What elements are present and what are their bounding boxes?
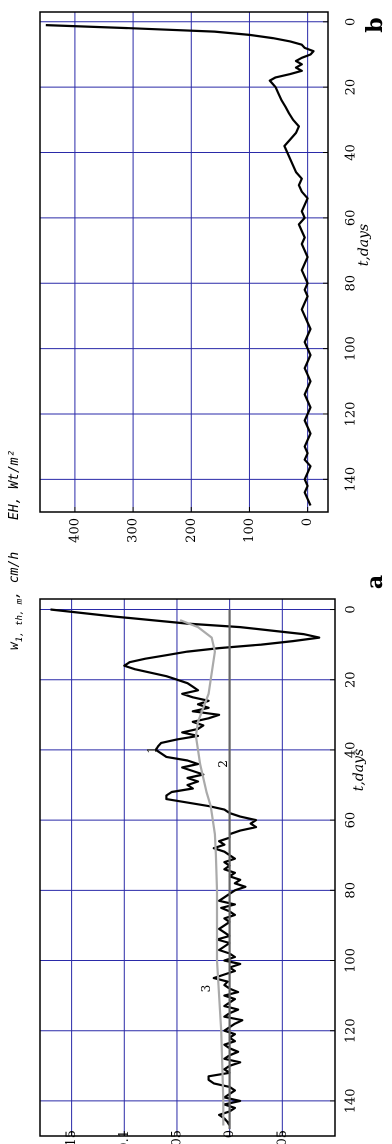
panel-b-ytick-label-4: 400: [67, 518, 82, 543]
panel-b-xlabel: t,days: [356, 224, 372, 267]
panel-a-series: [50, 608, 321, 1129]
panel-a-xtick-label-40: 40: [344, 742, 359, 759]
panel-b-xtick-label-0: 0: [344, 18, 359, 26]
panel-b-xtick-label-80: 80: [344, 275, 359, 292]
panel-a-letter: a: [362, 575, 388, 589]
panel-a-xtick-label-20: 20: [344, 671, 359, 688]
panel-a-series-1: [50, 608, 321, 1127]
panel-b-frame-rect: [39, 11, 329, 513]
panel-b-ytick-label-1: 100: [242, 518, 257, 543]
panel-b-series: [45, 24, 315, 506]
panel-b-ytick-label-2: 200: [184, 518, 199, 543]
panel-a-xtick-label-60: 60: [344, 812, 359, 829]
panel-b-series-0: [45, 24, 315, 506]
panel-a-series-2: [179, 619, 225, 1126]
panel-a-ytick-label-2: 0.05: [169, 1130, 184, 1144]
panel-b-xtick-label-40: 40: [344, 144, 359, 161]
panel-a-annotation-2: 2: [216, 760, 230, 768]
panel-b-ytick-label-3: 300: [126, 518, 141, 543]
panel-a-annotation-3: 3: [199, 985, 213, 993]
panel-a-xlabel: t,days: [351, 749, 367, 792]
panel-a-ytick-label-1: 0: [222, 1130, 237, 1138]
panel-b-frame: [39, 11, 329, 513]
panel-b-ticks: 0 20 40 60 80 100 120 140 0 100 200 300 400: [67, 18, 358, 543]
panel-b-xtick-label-120: 120: [344, 402, 359, 427]
panel-b-grid: [40, 12, 328, 512]
panel-a-xtick-label-0: 0: [344, 605, 359, 613]
panel-a-ytick-label-3: 0.1: [117, 1130, 132, 1144]
panel-b-letter: b: [362, 17, 388, 32]
panel-a-ylabel: w1, th, m, cm/h: [7, 552, 25, 650]
panel-a-ytick-label-4: 0.15: [64, 1130, 79, 1144]
panel-a-xtick-label-100: 100: [344, 948, 359, 973]
panel-a-annotations: 1 2 3: [145, 746, 230, 992]
panel-b-ylabel: EH, Wt/m²: [7, 450, 22, 520]
panel-a-xtick-label-140: 140: [344, 1088, 359, 1113]
panel-a-ytick-label-0: -0.05: [275, 1130, 290, 1144]
panel-a-ticks: 0 20 40 60 80 100 120 140 -0.05 0 0.05 0.1 0.15: [64, 605, 358, 1144]
panel-a-frame-rect: [39, 598, 336, 1137]
panel-b-xtick-label-20: 20: [344, 79, 359, 96]
panel-b-ytick-label-0: 0: [300, 518, 315, 526]
panel-a-xtick-label-120: 120: [344, 1018, 359, 1043]
panel-b-xtick-label-60: 60: [344, 210, 359, 227]
panel-a-frame: [39, 598, 336, 1137]
panel-a-grid: [40, 599, 335, 1136]
panel-a-annotation-1: 1: [145, 746, 159, 754]
panel-b-xtick-label-140: 140: [344, 467, 359, 492]
panel-b: 0 20 40 60 80 100 120 140 0 100 200 300 400 t,days E…: [7, 11, 388, 543]
panel-b-xtick-label-100: 100: [344, 336, 359, 361]
panel-a-xtick-label-80: 80: [344, 882, 359, 899]
